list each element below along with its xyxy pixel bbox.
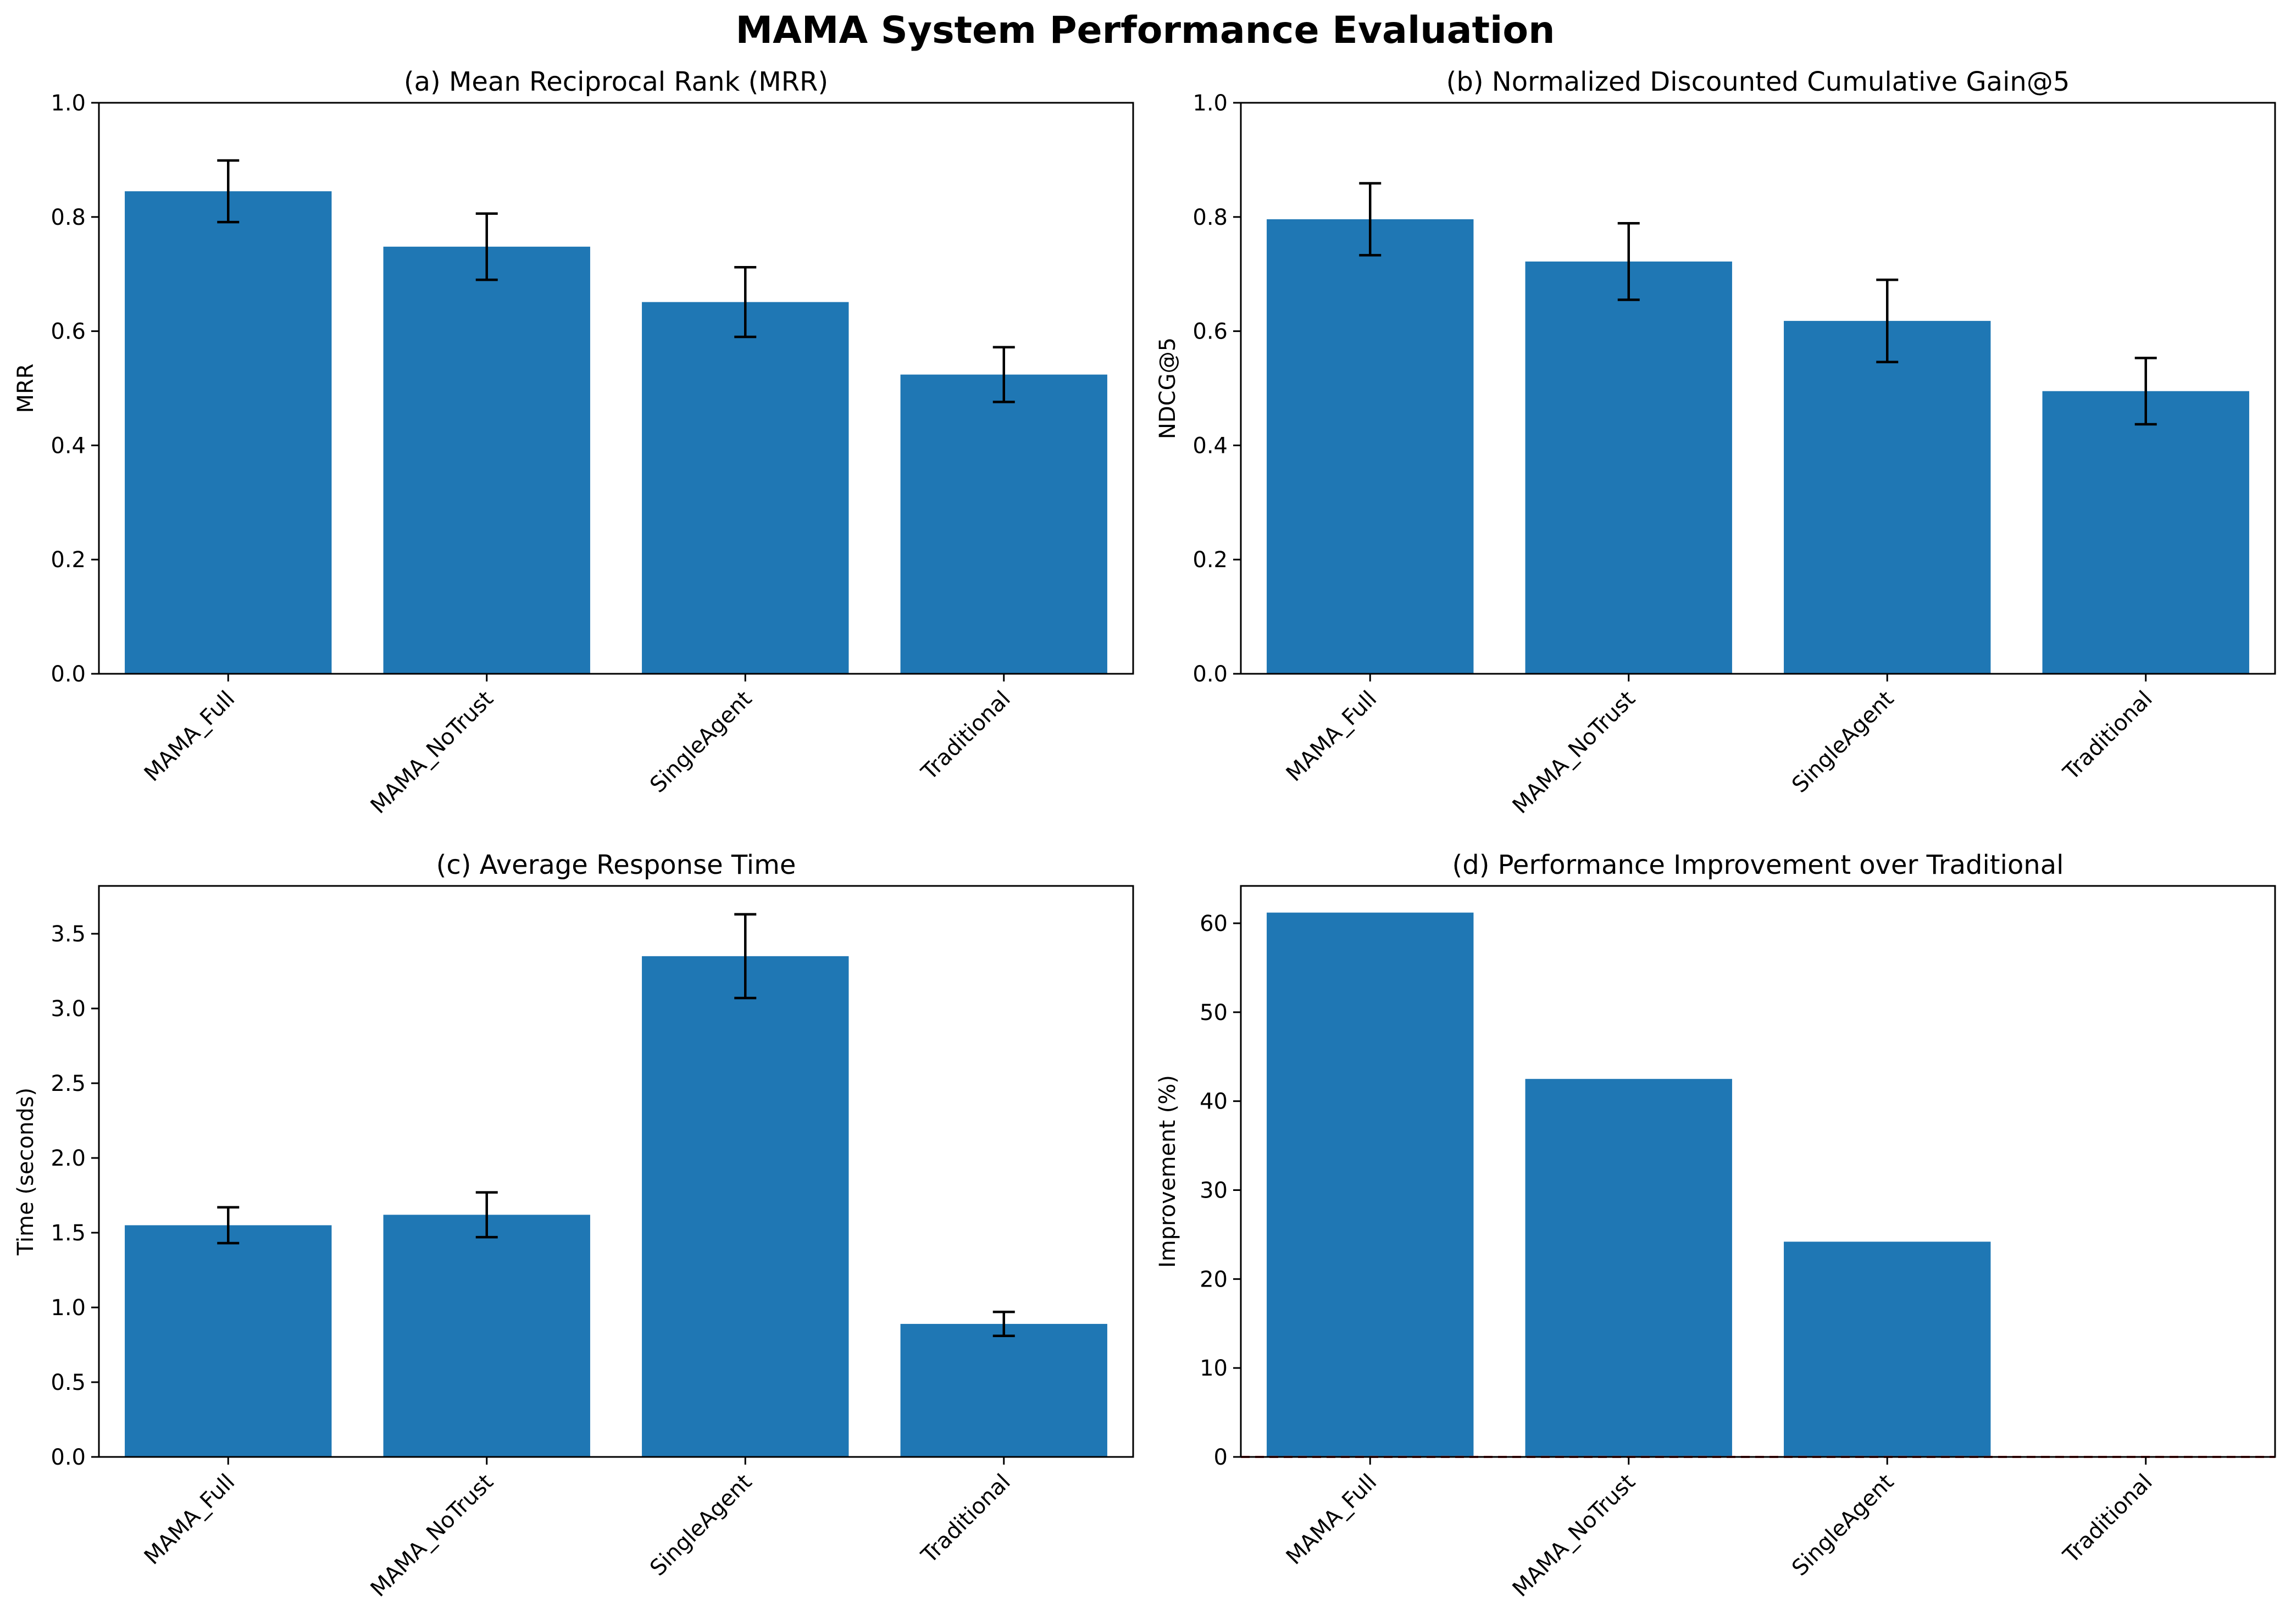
error-bar-MAMA_NoTrust (475, 1191, 498, 1239)
y-tick-label: 0.0 (51, 662, 86, 687)
bar-SingleAgent (1784, 1241, 1991, 1457)
error-bar-Traditional (2134, 357, 2157, 426)
error-bar-MAMA_Full (217, 1206, 240, 1245)
bar-MAMA_Full (125, 1225, 332, 1457)
bar-MAMA_NoTrust (383, 1215, 590, 1457)
y-tick-label: 2.0 (51, 1146, 86, 1171)
subplot-title: (b) Normalized Discounted Cumulative Gai… (1446, 66, 2070, 97)
subplot-title: (d) Performance Improvement over Traditi… (1452, 850, 2064, 880)
y-tick-label: 0.2 (51, 547, 86, 573)
y-tick-label: 0.5 (51, 1370, 86, 1395)
y-tick-label: 10 (1200, 1356, 1228, 1381)
x-tick-label: SingleAgent (645, 1470, 757, 1581)
bar-MAMA_NoTrust (1525, 1079, 1732, 1457)
error-bar-Traditional (992, 1310, 1015, 1337)
y-tick-label: 1.0 (51, 1295, 86, 1321)
bar-MAMA_NoTrust (383, 246, 590, 674)
error-bar-MAMA_Full (1359, 182, 1382, 257)
error-bar-SingleAgent (734, 265, 757, 339)
bar-MAMA_Full (1267, 219, 1474, 674)
error-bar-MAMA_NoTrust (475, 212, 498, 281)
y-tick-label: 2.5 (51, 1071, 86, 1096)
y-tick-label: 1.5 (51, 1221, 86, 1246)
y-tick-label: 40 (1200, 1089, 1228, 1115)
y-tick-label: 0.8 (1192, 205, 1228, 230)
axes-frame (1240, 885, 2276, 1458)
x-tick-label: MAMA_Full (140, 1470, 240, 1570)
y-tick-label: 0.0 (51, 1445, 86, 1470)
x-tick-label: MAMA_NoTrust (366, 686, 498, 819)
bar-MAMA_Full (1267, 912, 1474, 1457)
y-tick-label: 1.0 (1192, 91, 1228, 116)
y-tick-label: 0.6 (51, 319, 86, 345)
error-bar-Traditional (992, 346, 1015, 403)
y-tick-label: 30 (1200, 1178, 1228, 1203)
y-tick-label: 0.4 (51, 433, 86, 458)
y-tick-label: 1.0 (51, 91, 86, 116)
bar-Traditional (2042, 391, 2249, 674)
error-bar-MAMA_Full (217, 159, 240, 224)
bar-Traditional (900, 374, 1107, 674)
x-tick-label: Traditional (2058, 686, 2157, 786)
x-tick-label: Traditional (916, 1470, 1016, 1569)
error-bar-SingleAgent (1876, 278, 1899, 363)
bar-Traditional (900, 1323, 1107, 1457)
x-tick-label: Traditional (916, 686, 1016, 786)
error-bar-MAMA_NoTrust (1617, 221, 1640, 301)
x-tick-label: SingleAgent (645, 686, 757, 798)
y-tick-label: 0.0 (1192, 662, 1228, 687)
subplot-c: (c) Average Response Time 0.0 0.5 1.0 1.5 2.0… (13, 850, 1134, 1602)
y-tick-label: 0.8 (51, 205, 86, 230)
y-axis-label: Improvement (%) (1155, 1075, 1180, 1268)
y-axis-label: MRR (13, 363, 38, 413)
y-tick-label: 3.5 (51, 922, 86, 947)
x-tick-label: MAMA_NoTrust (366, 1470, 498, 1602)
bar-MAMA_NoTrust (1525, 261, 1732, 674)
axes-frame (98, 102, 1134, 675)
y-tick-label: 50 (1200, 1000, 1228, 1026)
bar-SingleAgent (642, 956, 849, 1457)
figure-title: MAMA System Performance Evaluation (736, 9, 1555, 52)
y-axis-label: NDCG@5 (1155, 337, 1180, 439)
x-tick-label: MAMA_Full (140, 686, 240, 787)
axes-frame (1240, 102, 2276, 675)
y-tick-label: 0.4 (1192, 433, 1228, 458)
subplot-a: (a) Mean Reciprocal Rank (MRR) 0.0 0.2 0.4 0… (13, 66, 1134, 819)
subplot-grid: (a) Mean Reciprocal Rank (MRR) 0.0 0.2 0.4 0… (13, 66, 2276, 1602)
x-tick-label: SingleAgent (1787, 686, 1899, 798)
bar-SingleAgent (642, 302, 849, 674)
y-tick-label: 20 (1200, 1267, 1228, 1292)
y-axis-label: Time (seconds) (13, 1088, 38, 1256)
x-tick-label: MAMA_NoTrust (1508, 1470, 1640, 1602)
subplot-b: (b) Normalized Discounted Cumulative Gai… (1155, 66, 2276, 819)
x-tick-label: SingleAgent (1787, 1470, 1899, 1581)
subplot-title: (a) Mean Reciprocal Rank (MRR) (404, 66, 828, 97)
y-tick-label: 0.6 (1192, 319, 1228, 345)
x-tick-label: MAMA_Full (1282, 686, 1382, 787)
y-tick-label: 0 (1214, 1445, 1228, 1470)
y-tick-label: 3.0 (51, 996, 86, 1022)
subplot-title: (c) Average Response Time (436, 850, 796, 880)
x-tick-label: Traditional (2058, 1470, 2157, 1569)
error-bar-SingleAgent (734, 913, 757, 1000)
x-tick-label: MAMA_Full (1282, 1470, 1382, 1570)
y-tick-label: 0.2 (1192, 547, 1228, 573)
axes-frame (98, 885, 1134, 1458)
bar-MAMA_Full (125, 191, 332, 674)
subplot-d: (d) Performance Improvement over Traditi… (1155, 850, 2276, 1602)
bar-SingleAgent (1784, 320, 1991, 674)
y-tick-label: 60 (1200, 911, 1228, 936)
x-tick-label: MAMA_NoTrust (1508, 686, 1640, 819)
